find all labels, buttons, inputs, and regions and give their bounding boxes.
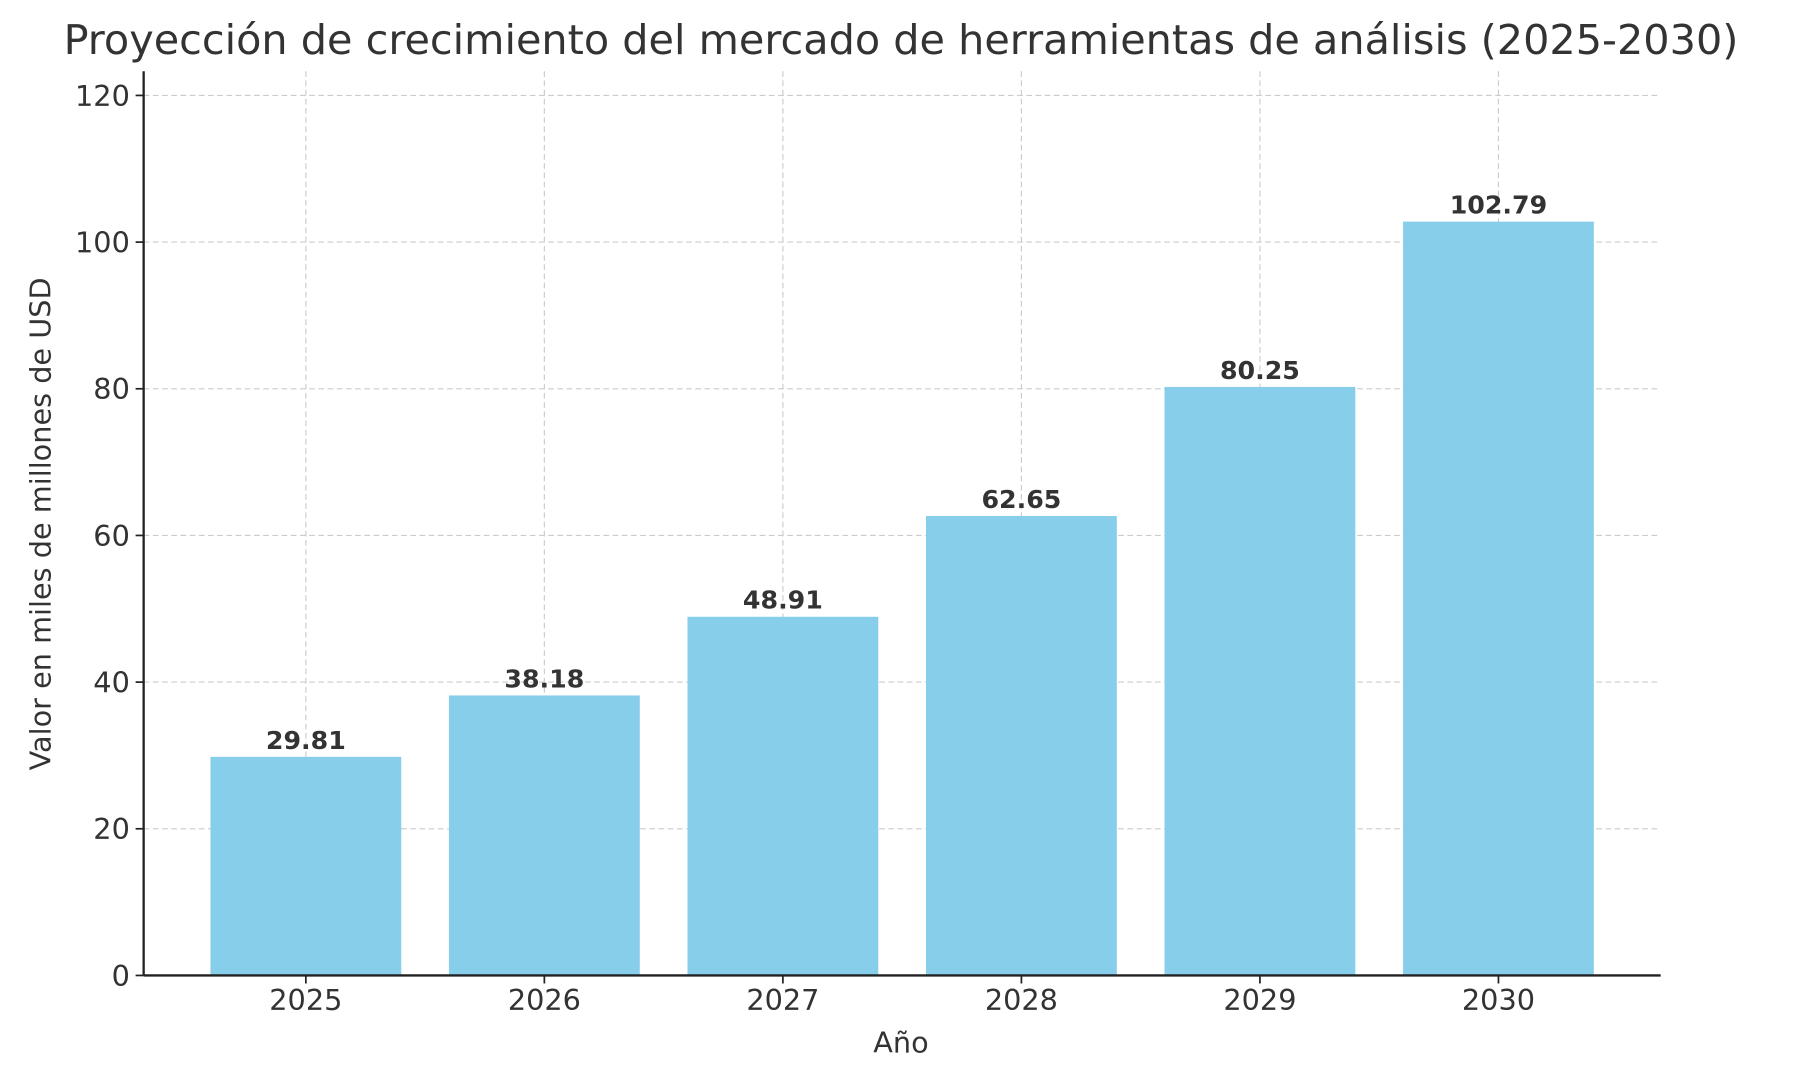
y-tick-label: 40 [93,665,130,699]
y-axis-label: Valor en miles de millones de USD [24,277,58,770]
data-label-2030: 102.79 [1450,191,1548,220]
bar-2028 [926,516,1117,976]
y-tick-label: 80 [93,372,130,406]
data-label-2025: 29.81 [266,726,346,755]
bar-2027 [687,616,879,976]
chart-title: Proyección de crecimiento del mercado de… [64,16,1739,64]
bar-2029 [1164,386,1356,976]
x-axis-ticks: 2025 2026 2027 2028 2029 2030 [269,975,1535,1017]
data-label-2029: 80.25 [1220,356,1300,385]
x-tick-label: 2028 [985,983,1058,1017]
y-tick-label: 0 [112,959,130,993]
bar-2026 [448,695,640,976]
x-tick-label: 2027 [746,983,819,1017]
bar-2030 [1403,221,1594,976]
data-label-2026: 38.18 [504,664,584,693]
y-tick-label: 60 [93,519,130,553]
data-label-2028: 62.65 [981,485,1061,514]
bars [210,221,1594,976]
y-tick-label: 20 [93,812,130,846]
data-labels: 29.81 38.18 48.91 62.65 80.25 102.79 [266,191,1547,755]
x-tick-label: 2029 [1223,983,1296,1017]
y-tick-label: 120 [75,79,130,113]
x-tick-label: 2026 [508,983,581,1017]
data-label-2027: 48.91 [743,586,823,615]
x-tick-label: 2025 [269,983,342,1017]
x-axis-label: Año [873,1025,928,1059]
x-tick-label: 2030 [1462,983,1535,1017]
y-axis-ticks: 0 20 40 60 80 100 120 [75,79,144,993]
bar-2025 [210,756,402,976]
y-tick-label: 100 [75,225,130,259]
